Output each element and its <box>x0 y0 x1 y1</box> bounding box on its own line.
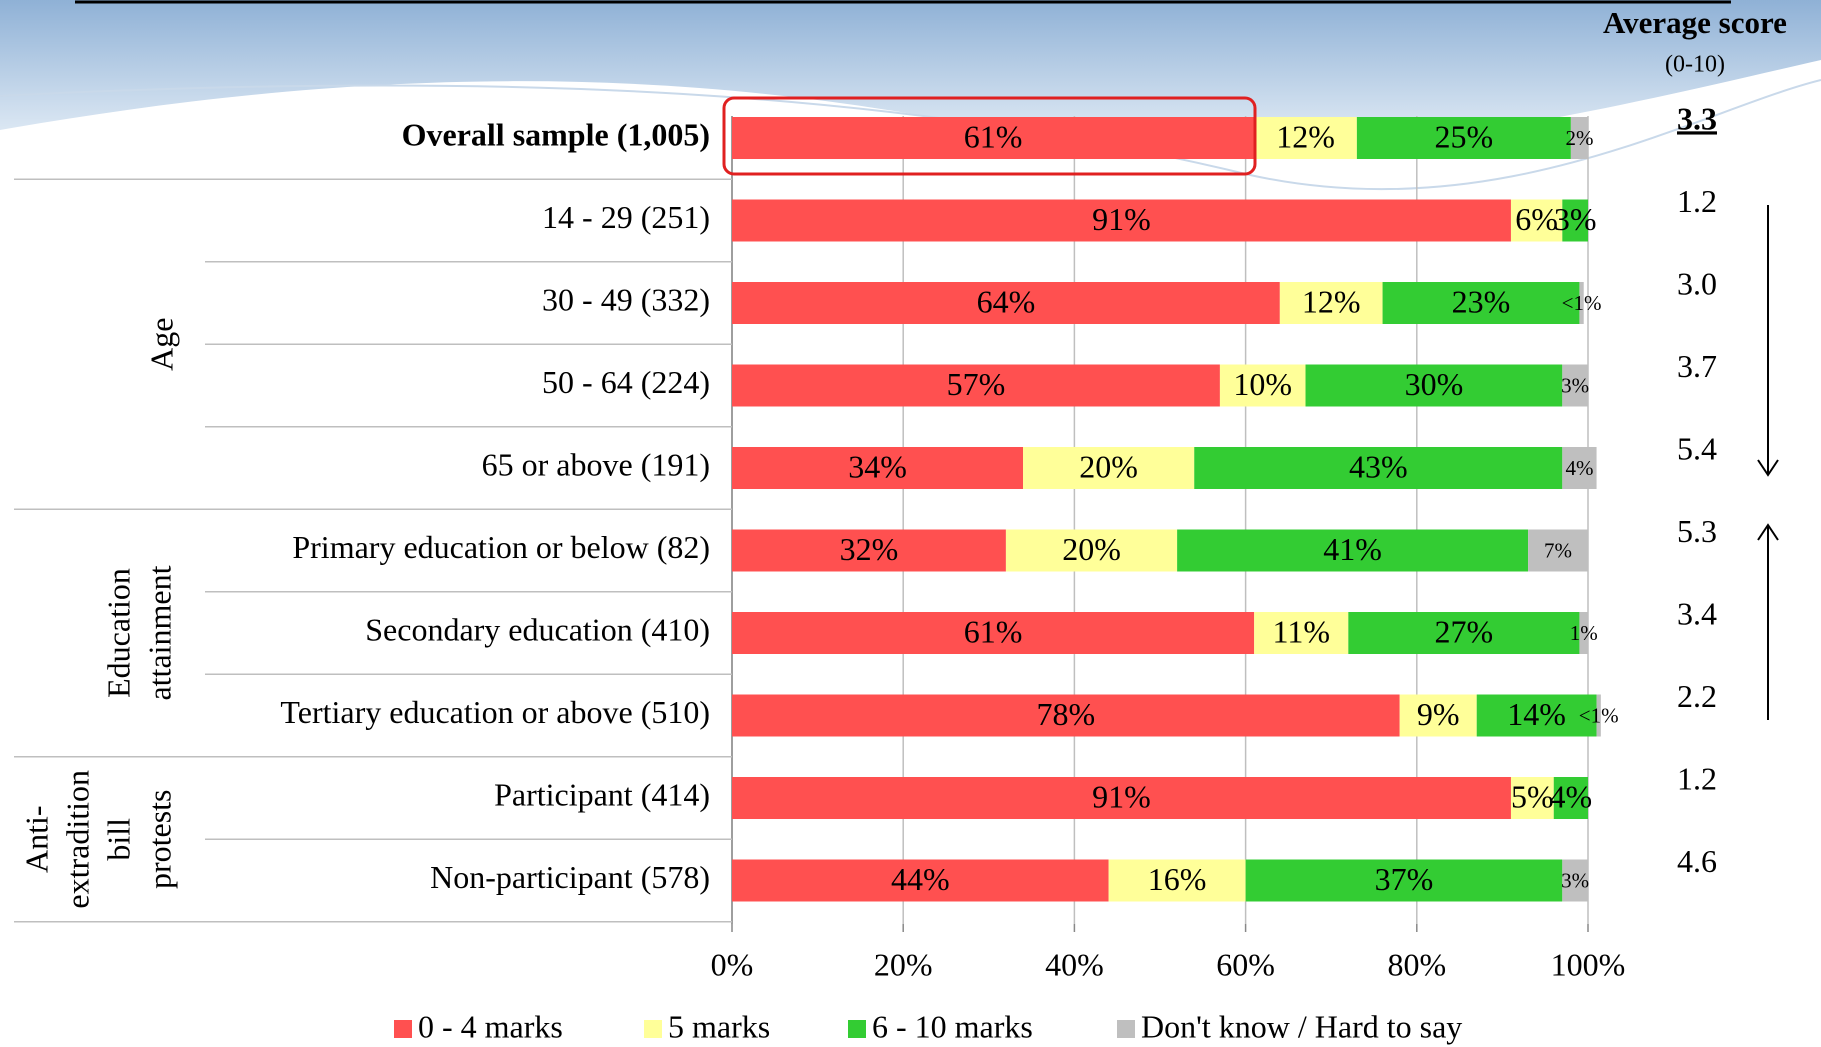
group-label: Anti- <box>18 805 54 873</box>
legend-swatch <box>848 1020 866 1038</box>
average-score: 3.3 <box>1677 100 1717 136</box>
x-tick-label: 60% <box>1216 946 1275 982</box>
average-score: 5.3 <box>1677 513 1717 549</box>
legend-label: 5 marks <box>668 1008 770 1044</box>
value-label: 3% <box>1561 868 1589 892</box>
value-label: <1% <box>1562 291 1602 315</box>
y-tick-label: Secondary education (410) <box>365 611 710 647</box>
group-label: extradition <box>59 770 95 909</box>
score-subtitle: (0-10) <box>1665 52 1725 78</box>
value-label: 11% <box>1273 613 1330 649</box>
legend-label: 6 - 10 marks <box>872 1008 1033 1044</box>
value-label: 27% <box>1435 613 1494 649</box>
value-label: 78% <box>1037 696 1096 732</box>
x-tick-label: 100% <box>1551 946 1626 982</box>
group-label: Age <box>143 318 179 371</box>
value-label: 3% <box>1554 201 1597 237</box>
value-label: 37% <box>1375 861 1434 897</box>
legend-swatch <box>394 1020 412 1038</box>
value-label: 16% <box>1148 861 1207 897</box>
y-tick-label: 65 or above (191) <box>482 446 710 482</box>
value-label: 43% <box>1349 448 1408 484</box>
value-label: 2% <box>1565 126 1593 150</box>
value-label: 30% <box>1405 366 1464 402</box>
value-label: 34% <box>848 448 907 484</box>
x-tick-label: 80% <box>1387 946 1446 982</box>
average-score: 5.4 <box>1677 430 1717 466</box>
x-tick-label: 20% <box>874 946 933 982</box>
y-tick-label: Participant (414) <box>494 776 710 812</box>
y-tick-label: Non-participant (578) <box>430 859 710 895</box>
value-label: 41% <box>1323 531 1382 567</box>
average-score: 2.2 <box>1677 678 1717 714</box>
value-label: 57% <box>947 366 1006 402</box>
value-label: 20% <box>1079 448 1138 484</box>
legend-label: 0 - 4 marks <box>418 1008 563 1044</box>
group-label: attainment <box>141 565 177 700</box>
value-label: 25% <box>1435 118 1494 154</box>
value-label: 5% <box>1511 778 1554 814</box>
x-tick-label: 0% <box>711 946 754 982</box>
y-tick-label: Tertiary education or above (510) <box>280 694 710 730</box>
value-label: 20% <box>1062 531 1121 567</box>
value-label: 6% <box>1515 201 1558 237</box>
value-label: 44% <box>891 861 950 897</box>
value-label: 12% <box>1302 283 1361 319</box>
y-tick-label: Overall sample (1,005) <box>402 116 710 152</box>
legend-swatch <box>644 1020 662 1038</box>
score-title: Average score <box>1603 5 1787 40</box>
value-label: 1% <box>1570 621 1598 645</box>
group-label: protests <box>141 789 177 889</box>
value-label: 64% <box>977 283 1036 319</box>
average-score: 3.7 <box>1677 348 1717 384</box>
value-label: 3% <box>1561 373 1589 397</box>
value-label: 91% <box>1092 201 1151 237</box>
value-label: 61% <box>964 118 1023 154</box>
x-tick-label: 40% <box>1045 946 1104 982</box>
legend-label: Don't know / Hard to say <box>1141 1008 1462 1044</box>
y-tick-label: 50 - 64 (224) <box>542 364 710 400</box>
value-label: 7% <box>1544 538 1572 562</box>
value-label: 23% <box>1452 283 1511 319</box>
group-label: Education <box>100 568 136 698</box>
y-tick-label: 30 - 49 (332) <box>542 281 710 317</box>
value-label: 9% <box>1417 696 1460 732</box>
value-label: 61% <box>964 613 1023 649</box>
value-label: 32% <box>840 531 899 567</box>
average-score: 3.0 <box>1677 265 1717 301</box>
value-label: 14% <box>1507 696 1566 732</box>
group-label: bill <box>100 818 136 861</box>
average-score: 1.2 <box>1677 760 1717 796</box>
value-label: <1% <box>1579 703 1619 727</box>
average-score: 3.4 <box>1677 595 1717 631</box>
legend-swatch <box>1117 1020 1135 1038</box>
chart: Average score (0-10) 0% 20% 40% 60% 80% 100% A… <box>0 0 1821 1047</box>
average-score: 1.2 <box>1677 183 1717 219</box>
value-label: 4% <box>1565 456 1593 480</box>
value-label: 12% <box>1276 118 1335 154</box>
value-label: 91% <box>1092 778 1151 814</box>
value-label: 10% <box>1233 366 1292 402</box>
y-tick-label: 14 - 29 (251) <box>542 199 710 235</box>
value-label: 4% <box>1550 778 1593 814</box>
page: Average score (0-10) 0% 20% 40% 60% 80% 100% A… <box>0 0 1821 1047</box>
y-tick-label: Primary education or below (82) <box>292 529 710 565</box>
average-score: 4.6 <box>1677 843 1717 879</box>
